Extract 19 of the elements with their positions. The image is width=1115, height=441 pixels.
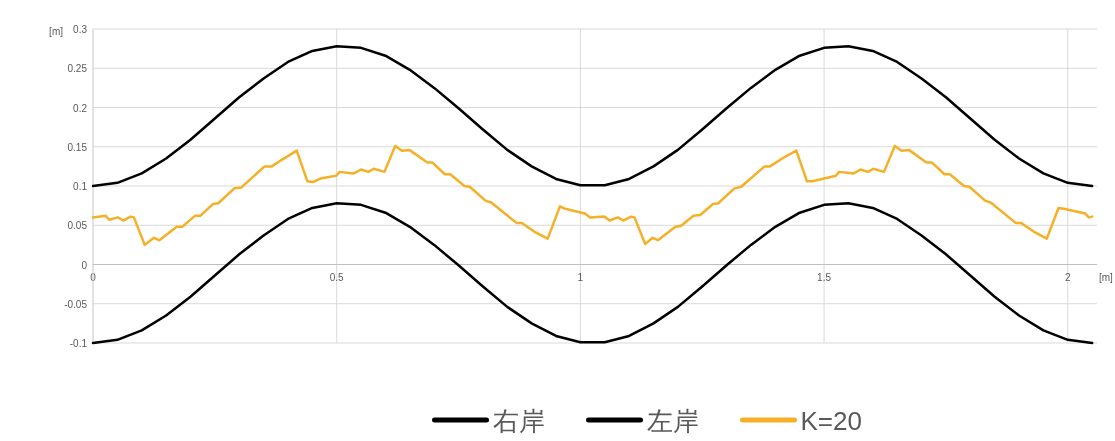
y-tick-label: 0.3 bbox=[73, 24, 88, 35]
y-axis-title: [m] bbox=[49, 26, 64, 37]
y-tick-label: 0.2 bbox=[73, 102, 88, 114]
x-tick-label: 0.5 bbox=[329, 271, 345, 283]
y-tick-label: -0.1 bbox=[69, 338, 88, 349]
y-tick-label: 0 bbox=[81, 259, 88, 271]
x-axis-title: [m] bbox=[1099, 271, 1114, 283]
legend-label: K=20 bbox=[800, 406, 862, 436]
y-tick-label: 0.15 bbox=[67, 141, 88, 153]
y-tick-label: 0.1 bbox=[73, 181, 88, 192]
x-tick-label: 2 bbox=[1064, 271, 1071, 283]
y-tick-label: 0.05 bbox=[67, 220, 88, 232]
x-tick-label: 0 bbox=[90, 271, 97, 283]
y-tick-label: -0.05 bbox=[64, 298, 88, 310]
x-tick-label: 1.5 bbox=[817, 271, 832, 283]
legend-label: 左岸 bbox=[646, 406, 699, 436]
legend-label: 右岸 bbox=[492, 406, 545, 436]
x-tick-label: 1 bbox=[577, 271, 584, 283]
y-tick-label: 0.25 bbox=[67, 63, 88, 75]
